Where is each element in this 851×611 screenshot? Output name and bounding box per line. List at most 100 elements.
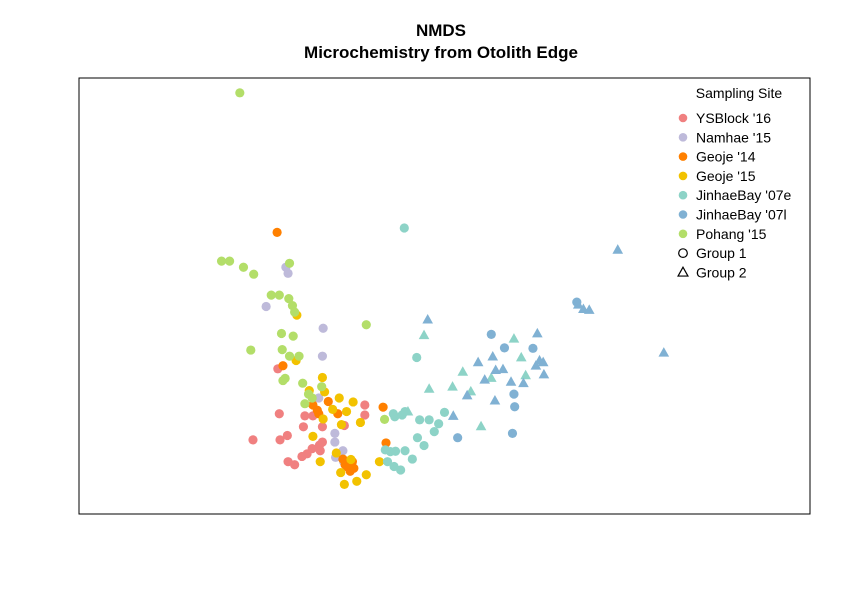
data-point-series-0-19 <box>360 410 370 420</box>
data-point-series-3-18 <box>374 457 385 467</box>
data-point-series-6-3 <box>238 262 249 272</box>
data-point-series-2-12 <box>349 463 359 473</box>
data-point-series-5-27 <box>461 389 473 400</box>
data-point-series-3-12 <box>315 457 325 467</box>
legend-marker-4 <box>678 190 688 200</box>
legend-label-6: Pohang '15 <box>696 226 767 242</box>
data-point-series-6-25 <box>379 414 390 424</box>
data-point-series-3-3 <box>317 372 328 383</box>
data-point-series-4-22 <box>447 381 458 391</box>
data-point-series-5-16 <box>518 377 529 388</box>
data-point-series-5-19 <box>537 356 549 367</box>
data-point-series-1-2 <box>261 301 271 312</box>
data-point-series-6-14 <box>277 345 287 355</box>
data-point-series-5-3 <box>509 389 519 399</box>
data-point-series-3-13 <box>331 448 341 458</box>
data-point-series-5-0 <box>453 433 463 443</box>
data-point-series-4-7 <box>400 446 410 456</box>
data-points <box>216 88 670 489</box>
data-point-series-5-4 <box>507 428 518 438</box>
legend-label-5: JinhaeBay '07l <box>696 207 787 223</box>
data-point-series-5-7 <box>510 402 520 412</box>
data-point-series-4-29 <box>515 351 527 362</box>
data-point-series-5-21 <box>538 368 550 379</box>
data-point-series-3-8 <box>334 393 344 403</box>
data-point-series-1-4 <box>317 351 328 361</box>
data-point-series-6-0 <box>235 88 245 98</box>
data-point-series-6-10 <box>290 307 300 317</box>
data-point-series-6-8 <box>284 294 294 304</box>
data-point-series-1-3 <box>318 323 328 333</box>
data-point-series-1-7 <box>330 437 340 447</box>
data-point-series-5-1 <box>499 343 510 353</box>
legend-label-3: Geoje '15 <box>696 168 756 184</box>
data-point-series-5-24 <box>583 304 595 314</box>
data-point-series-4-23 <box>457 366 469 376</box>
data-point-series-6-5 <box>284 258 295 268</box>
data-point-series-5-8 <box>422 313 434 324</box>
data-point-series-4-21 <box>423 383 435 393</box>
data-point-series-2-5 <box>323 396 333 407</box>
data-point-series-3-6 <box>318 414 328 424</box>
legend-label-1: Namhae '15 <box>696 129 771 145</box>
data-point-series-5-12 <box>505 376 517 386</box>
chart-title: NMDS <box>416 21 466 40</box>
data-point-series-5-28 <box>447 410 459 420</box>
data-point-series-6-15 <box>284 351 295 361</box>
data-point-series-6-7 <box>274 290 284 300</box>
data-point-series-5-5 <box>528 343 538 353</box>
data-point-series-3-16 <box>352 476 362 486</box>
legend-label-0: YSBlock '16 <box>696 110 771 126</box>
data-point-series-1-1 <box>283 268 293 278</box>
data-point-series-4-24 <box>418 329 430 340</box>
data-point-series-3-5 <box>308 431 318 441</box>
data-point-series-0-8 <box>300 411 310 421</box>
data-point-series-5-22 <box>572 299 584 309</box>
data-point-series-0-13 <box>317 422 328 432</box>
legend-entries: YSBlock '16 Namhae '15 Geoje '14 Geoje '15 J… <box>677 110 792 280</box>
data-point-series-4-8 <box>407 454 417 464</box>
legend-label-4: JinhaeBay '07e <box>696 187 792 203</box>
data-point-series-0-18 <box>360 400 370 410</box>
data-point-series-3-7 <box>328 404 338 414</box>
data-point-series-4-15 <box>419 440 429 451</box>
data-point-series-4-3 <box>390 446 401 456</box>
data-point-series-6-16 <box>294 351 304 361</box>
legend-marker-5 <box>678 210 688 219</box>
data-point-series-0-15 <box>248 435 258 445</box>
data-point-series-3-15 <box>339 479 349 489</box>
data-point-series-4-20 <box>412 352 422 363</box>
data-point-series-6-6 <box>266 290 276 300</box>
data-point-series-3-20 <box>346 454 356 465</box>
legend-marker-2 <box>678 152 688 161</box>
data-point-series-6-13 <box>288 331 298 341</box>
data-point-series-3-14 <box>336 467 346 478</box>
data-point-series-0-9 <box>307 444 317 454</box>
data-point-series-3-11 <box>348 397 358 407</box>
data-point-series-4-31 <box>402 405 414 416</box>
data-point-series-0-0 <box>275 435 285 445</box>
data-point-series-4-26 <box>475 420 487 431</box>
legend-title: Sampling Site <box>696 85 783 101</box>
data-point-series-6-23 <box>307 393 317 403</box>
chart-subtitle: Microchemistry from Otolith Edge <box>304 43 578 62</box>
data-point-series-4-0 <box>399 223 409 233</box>
data-point-series-3-10 <box>341 406 352 417</box>
data-point-series-6-4 <box>249 269 259 279</box>
data-point-series-6-19 <box>298 378 308 388</box>
data-point-series-6-2 <box>224 256 235 266</box>
data-point-series-4-18 <box>434 419 444 429</box>
data-point-series-0-14 <box>317 437 328 447</box>
data-point-series-1-5 <box>314 393 324 403</box>
legend-shape-label-0: Group 1 <box>696 245 747 261</box>
data-point-series-4-30 <box>520 369 531 380</box>
data-point-series-2-1 <box>278 361 288 371</box>
data-point-series-3-9 <box>336 420 347 430</box>
data-point-series-3-17 <box>361 470 371 480</box>
data-point-series-2-13 <box>378 402 388 412</box>
legend-shape-marker-0 <box>678 248 688 259</box>
data-point-series-3-19 <box>355 417 366 428</box>
data-point-series-0-7 <box>298 422 309 432</box>
data-point-series-5-17 <box>530 360 542 370</box>
